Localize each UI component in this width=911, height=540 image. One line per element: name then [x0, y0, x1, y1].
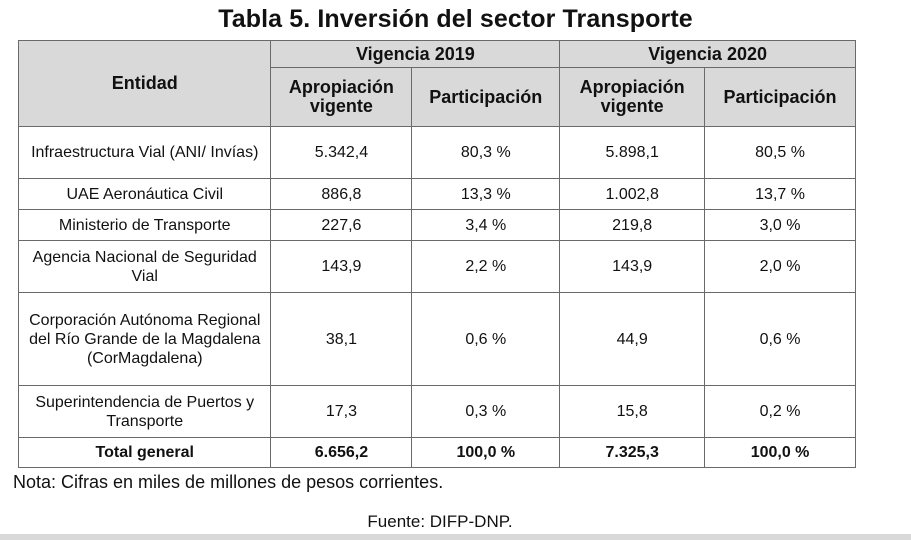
cell-participacion-2019: 13,3 % [411, 178, 561, 210]
cell-apropiacion-2019: 5.342,4 [270, 126, 413, 179]
cell-participacion-2019: 3,4 % [411, 209, 561, 241]
header-apropiacion-2020: Apropiación vigente [559, 67, 706, 127]
table-source: Fuente: DIFP-DNP. [367, 512, 513, 531]
cell-total-apropiacion-2019: 6.656,2 [270, 437, 413, 468]
cell-participacion-2020: 80,5 % [704, 126, 856, 179]
page-bottom-band [0, 534, 911, 540]
header-participacion-2020: Participación [704, 67, 856, 127]
total-row: Total general 6.656,2 100,0 % 7.325,3 10… [17, 437, 856, 468]
cell-apropiacion-2020: 5.898,1 [559, 126, 706, 179]
table-row: Superintendencia de Puertos y Transporte… [17, 385, 856, 438]
cell-entity: Superintendencia de Puertos y Transporte [17, 385, 272, 438]
cell-participacion-2020: 0,6 % [704, 292, 856, 386]
header-row-columns: Apropiación vigente Participación Apropi… [19, 67, 856, 127]
cell-entity: Corporación Autónoma Regional del Río Gr… [17, 292, 272, 386]
table-row: Ministerio de Transporte 227,6 3,4 % 219… [17, 209, 856, 241]
table-title: Tabla 5. Inversión del sector Transporte [218, 5, 693, 33]
cell-participacion-2019: 80,3 % [411, 126, 561, 179]
header-participacion-2019: Participación [411, 67, 561, 127]
cell-participacion-2020: 3,0 % [704, 209, 856, 241]
cell-participacion-2019: 0,3 % [411, 385, 561, 438]
cell-apropiacion-2019: 886,8 [270, 178, 413, 210]
header-apropiacion-2019: Apropiación vigente [270, 67, 413, 127]
header-entity: Entidad [17, 40, 272, 127]
cell-apropiacion-2019: 38,1 [270, 292, 413, 386]
cell-apropiacion-2019: 17,3 [270, 385, 413, 438]
cell-participacion-2019: 2,2 % [411, 240, 561, 293]
investment-table: Entidad Vigencia 2019 Vigencia 2020 Apro… [17, 40, 856, 468]
cell-entity: UAE Aeronáutica Civil [17, 178, 272, 210]
cell-total-label: Total general [17, 437, 272, 468]
cell-apropiacion-2020: 219,8 [559, 209, 706, 241]
cell-participacion-2020: 13,7 % [704, 178, 856, 210]
table-row: Infraestructura Vial (ANI/ Invías) 5.342… [17, 126, 856, 179]
header-vigencia-2020: Vigencia 2020 [559, 40, 856, 68]
cell-apropiacion-2020: 143,9 [559, 240, 706, 293]
cell-apropiacion-2020: 15,8 [559, 385, 706, 438]
cell-apropiacion-2019: 227,6 [270, 209, 413, 241]
header-vigencia-2019: Vigencia 2019 [270, 40, 561, 68]
cell-apropiacion-2019: 143,9 [270, 240, 413, 293]
cell-apropiacion-2020: 1.002,8 [559, 178, 706, 210]
cell-total-participacion-2020: 100,0 % [704, 437, 856, 468]
cell-entity: Ministerio de Transporte [17, 209, 272, 241]
table-note: Nota: Cifras en miles de millones de pes… [13, 472, 444, 492]
cell-total-participacion-2019: 100,0 % [411, 437, 561, 468]
cell-entity: Infraestructura Vial (ANI/ Invías) [17, 126, 272, 179]
cell-participacion-2020: 0,2 % [704, 385, 856, 438]
table-row: UAE Aeronáutica Civil 886,8 13,3 % 1.002… [17, 178, 856, 210]
header-row-groups: Entidad Vigencia 2019 Vigencia 2020 [17, 40, 856, 127]
cell-participacion-2019: 0,6 % [411, 292, 561, 386]
cell-total-apropiacion-2020: 7.325,3 [559, 437, 706, 468]
cell-participacion-2020: 2,0 % [704, 240, 856, 293]
table-row: Agencia Nacional de Seguridad Vial 143,9… [17, 240, 856, 293]
table-row: Corporación Autónoma Regional del Río Gr… [17, 292, 856, 386]
cell-apropiacion-2020: 44,9 [559, 292, 706, 386]
cell-entity: Agencia Nacional de Seguridad Vial [17, 240, 272, 293]
